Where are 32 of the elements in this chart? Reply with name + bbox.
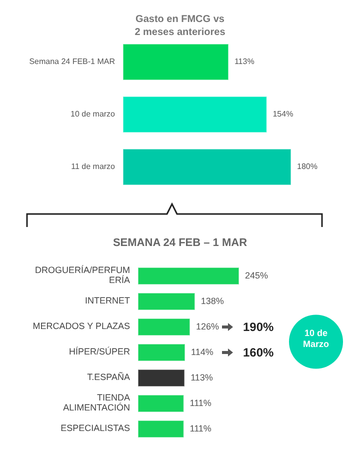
- text: 160%: [243, 346, 274, 360]
- data-label: 154%: [272, 110, 294, 119]
- y-tick-label: TIENDA ALIMENTACIÓN: [63, 392, 130, 413]
- data-label: 245%: [245, 270, 268, 280]
- bar: [138, 344, 186, 362]
- text: 190%: [243, 320, 274, 334]
- data-label: 138%: [200, 296, 224, 306]
- bar: [138, 394, 184, 412]
- bar: [138, 369, 186, 387]
- data-label: 114%: [190, 346, 214, 357]
- y-tick-label: HÍPER/SÚPER: [68, 346, 130, 357]
- y-tick-label: ESPECIALISTAS: [60, 423, 130, 434]
- data-label: 111%: [190, 423, 212, 434]
- chart-title: Gasto en FMCG vs 2 meses anteriores: [134, 14, 226, 38]
- y-tick-label: Semana 24 FEB-1 MAR: [29, 57, 116, 66]
- data-label: 113%: [190, 372, 213, 382]
- data-label: 180%: [297, 162, 318, 172]
- y-tick-label: DROGUERÍA/PERFUMERÍA: [34, 265, 130, 286]
- data-label: 113%: [234, 57, 254, 66]
- chart-title: SEMANA 24 FEB – 1 MAR: [112, 237, 248, 249]
- bar: [138, 318, 190, 336]
- bar: [138, 267, 240, 285]
- data-label: 111%: [190, 398, 212, 408]
- text: 10 de Marzo: [302, 328, 330, 349]
- y-tick-label: T.ESPAÑA: [87, 372, 130, 382]
- data-label: 126%: [196, 321, 219, 332]
- y-tick-label: MERCADOS Y PLAZAS: [32, 321, 130, 332]
- y-tick-label: INTERNET: [85, 296, 130, 306]
- y-tick-label: 10 de marzo: [70, 110, 116, 119]
- bar: [138, 420, 184, 438]
- bar: [138, 292, 196, 310]
- y-tick-label: 11 de marzo: [71, 162, 116, 172]
